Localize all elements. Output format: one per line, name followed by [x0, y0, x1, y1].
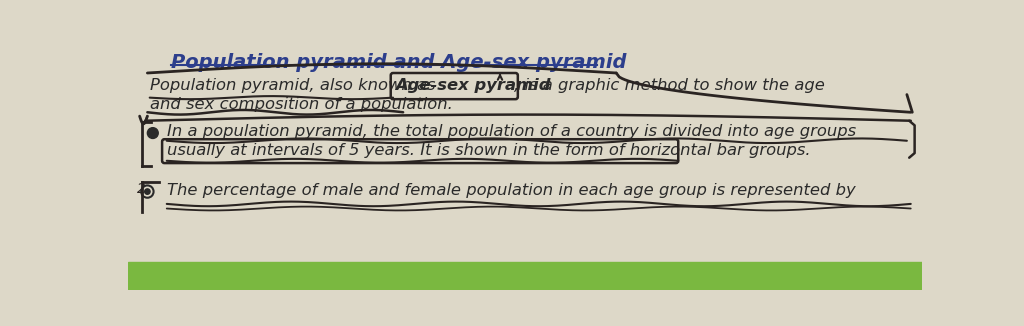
Bar: [128, 262, 922, 290]
Circle shape: [144, 189, 151, 194]
Text: and sex composition of a population.: and sex composition of a population.: [150, 97, 453, 112]
Text: The percentage of male and female population in each age group is represented by: The percentage of male and female popula…: [167, 183, 855, 198]
Text: 2: 2: [137, 182, 146, 196]
Text: Age-sex pyramid: Age-sex pyramid: [395, 78, 551, 93]
Text: , is a graphic method to show the age: , is a graphic method to show the age: [514, 78, 824, 93]
Circle shape: [147, 128, 159, 139]
Text: In a population pyramid, the total population of a country is divided into age g: In a population pyramid, the total popul…: [167, 124, 856, 139]
Text: Population pyramid, also known as: Population pyramid, also known as: [150, 78, 440, 93]
Text: Population pyramid and Age-sex pyramid: Population pyramid and Age-sex pyramid: [171, 53, 626, 72]
Text: usually at intervals of 5 years. It is shown in the form of horizontal bar group: usually at intervals of 5 years. It is s…: [167, 143, 810, 158]
